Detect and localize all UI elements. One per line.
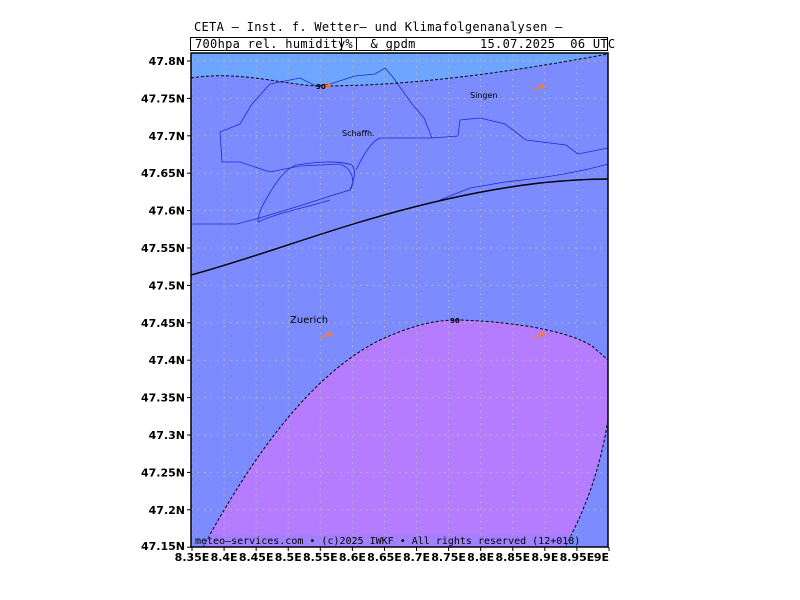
- lon-tick-label: 8.4E: [211, 551, 238, 564]
- lat-tick-label: 47.2N: [149, 504, 185, 517]
- chart-title: CETA – Inst. f. Wetter– und Klimafolgena…: [194, 20, 563, 34]
- lon-tick-label: 8.55E: [303, 551, 338, 564]
- borders: [191, 67, 608, 225]
- lat-tick-label: 47.15N: [141, 540, 185, 553]
- contour-label-upper: 90: [316, 83, 326, 91]
- lon-tick-label: 8.8E: [467, 551, 494, 564]
- lat-tick-label: 47.55N: [141, 242, 185, 255]
- lon-tick-label: 9E: [594, 551, 609, 564]
- latitude-axis: 47.8N 47.75N 47.7N 47.65N 47.6N 47.55N 47.5N 47…: [141, 55, 191, 553]
- humidity-contour-lower-right: [564, 419, 608, 547]
- wind-arrows: [318, 82, 547, 338]
- lon-tick-label: 8.65E: [367, 551, 402, 564]
- lat-tick-label: 47.45N: [141, 317, 185, 330]
- geopotential-contour: [191, 178, 608, 276]
- lat-tick-label: 47.4N: [149, 354, 185, 367]
- lon-tick-label: 8.5E: [275, 551, 302, 564]
- humidity-field-very-high: [203, 320, 608, 547]
- place-label-singen: Singen: [470, 91, 497, 100]
- lon-tick-label: 8.85E: [495, 551, 530, 564]
- parameter-unit: %: [341, 37, 357, 51]
- wind-arrow: [533, 331, 547, 338]
- map-frame: [190, 52, 609, 548]
- place-label-schaffhausen: Schaffh.: [342, 129, 375, 138]
- wind-arrow: [318, 82, 333, 89]
- lon-tick-label: 8.35E: [175, 551, 210, 564]
- copyright-footer: meteo–services.com • (c)2025 IWKF • All …: [195, 536, 580, 547]
- lon-tick-label: 8.6E: [339, 551, 366, 564]
- parameter-suffix: _&_gpdm: [363, 37, 416, 51]
- wind-arrow: [319, 331, 334, 338]
- lat-tick-label: 47.65N: [141, 167, 185, 180]
- lat-tick-label: 47.8N: [149, 55, 185, 68]
- lat-tick-label: 47.35N: [141, 392, 185, 405]
- lon-tick-label: 8.75E: [431, 551, 466, 564]
- lon-tick-label: 8.7E: [403, 551, 430, 564]
- lat-tick-label: 47.7N: [149, 130, 185, 143]
- lat-tick-label: 47.25N: [141, 466, 185, 479]
- parameter-name: 700hpa_rel._humidity_: [195, 37, 354, 51]
- lon-tick-label: 8.45E: [239, 551, 274, 564]
- contour-label-lower: 90: [450, 317, 460, 325]
- parameter-box: [190, 37, 608, 51]
- lon-tick-label: 8.95E: [560, 551, 595, 564]
- lat-tick-label: 47.75N: [141, 92, 185, 105]
- wind-arrow: [533, 83, 547, 90]
- lon-tick-label: 8.9E: [531, 551, 558, 564]
- humidity-contour-upper: [191, 53, 608, 87]
- valid-time: 15.07.2025 06 UTC: [480, 37, 616, 51]
- lat-tick-label: 47.5N: [149, 279, 185, 292]
- lat-tick-label: 47.6N: [149, 205, 185, 218]
- longitude-axis: 8.35E 8.4E 8.45E 8.5E 8.55E 8.6E 8.65E 8.7E 8.75…: [175, 547, 610, 564]
- lat-tick-label: 47.3N: [149, 429, 185, 442]
- place-label-zuerich: Zuerich: [290, 315, 328, 326]
- footer-strip: [191, 535, 608, 547]
- grid-lines: [191, 53, 608, 547]
